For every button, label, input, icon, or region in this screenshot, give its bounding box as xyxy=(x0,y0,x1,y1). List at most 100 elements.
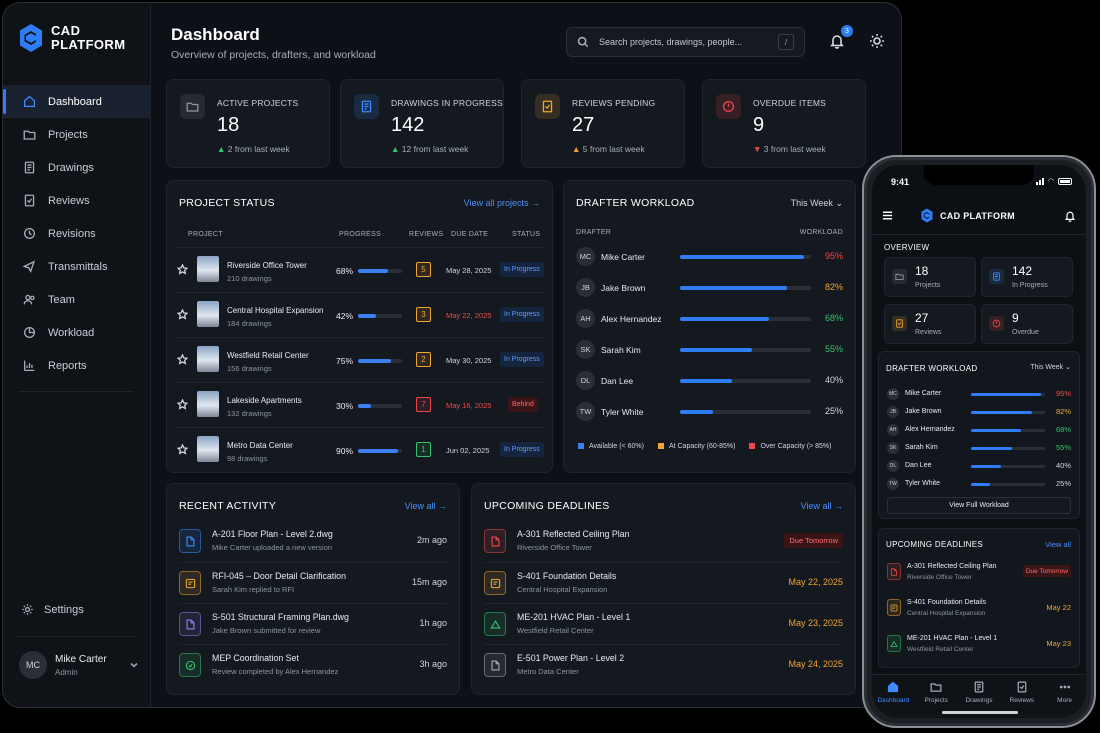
view-all-projects-link[interactable]: View all projects → xyxy=(463,198,540,208)
mobile-drafter-row[interactable]: SK Sarah Kim 55% xyxy=(887,439,1071,457)
sidebar-item-reports[interactable]: Reports xyxy=(3,349,151,382)
star-icon[interactable] xyxy=(177,399,188,410)
view-full-workload-button[interactable]: View Full Workload xyxy=(887,497,1071,514)
activity-item[interactable]: A-201 Floor Plan - Level 2.dwg Mike Cart… xyxy=(179,521,447,562)
bell-icon[interactable] xyxy=(1064,210,1076,222)
drafter-row[interactable]: TW Tyler White 25% xyxy=(576,398,843,429)
deadline-icon xyxy=(484,571,506,595)
drafter-name: Sarah Kim xyxy=(601,345,641,355)
settings-link[interactable]: Settings xyxy=(21,603,84,616)
mobile-view-all-link[interactable]: View all xyxy=(1045,540,1071,549)
activity-icon xyxy=(179,571,201,595)
mobile-drafter-row[interactable]: AH Alex Hernandez 68% xyxy=(887,421,1071,439)
search-input[interactable]: Search projects, drawings, people... / xyxy=(566,27,805,57)
drafter-avatar: AH xyxy=(887,424,899,436)
tab-reviews[interactable]: Reviews xyxy=(1000,675,1043,718)
file-icon xyxy=(491,535,499,547)
mobile-drafter-row[interactable]: TW Tyler White 25% xyxy=(887,475,1071,493)
table-row[interactable]: Central Hospital Expansion 184 drawings … xyxy=(175,292,544,337)
tab-drawings[interactable]: Drawings xyxy=(958,675,1001,718)
sidebar-item-transmittals[interactable]: Transmittals xyxy=(3,250,151,283)
check-circle-icon xyxy=(185,660,195,670)
mobile-stat-card[interactable]: 9 Overdue xyxy=(981,304,1073,344)
activity-item[interactable]: S-501 Structural Framing Plan.dwg Jake B… xyxy=(179,603,447,644)
deadline-item[interactable]: ME-201 HVAC Plan - Level 1 Westfield Ret… xyxy=(484,603,843,644)
mobile-deadline-item[interactable]: S-401 Foundation Details Central Hospita… xyxy=(887,593,1071,628)
tab-dashboard[interactable]: Dashboard xyxy=(872,675,915,718)
mobile-deadline-item[interactable]: ME-201 HVAC Plan - Level 1 Westfield Ret… xyxy=(887,629,1071,664)
deadline-item[interactable]: E-501 Power Plan - Level 2 Metro Data Ce… xyxy=(484,644,843,685)
sidebar-item-label: Reports xyxy=(48,359,87,372)
view-all-activity-link[interactable]: View all → xyxy=(404,501,447,511)
stat-card-overdue-items[interactable]: OVERDUE ITEMS 9 ▼ 3 from last week xyxy=(702,79,866,168)
deadline-icon xyxy=(887,563,901,580)
table-row[interactable]: Westfield Retail Center 156 drawings 75%… xyxy=(175,337,544,382)
due-badge: Due Tomorrow xyxy=(1022,565,1071,577)
mobile-drafter-row[interactable]: JB Jake Brown 82% xyxy=(887,403,1071,421)
workload-bar xyxy=(971,393,1045,396)
sidebar-item-workload[interactable]: Workload xyxy=(3,316,151,349)
drafter-row[interactable]: DL Dan Lee 40% xyxy=(576,367,843,398)
mobile-drafter-row[interactable]: MC Mike Carter 95% xyxy=(887,385,1071,403)
trend-arrow-icon: ▲ xyxy=(217,144,226,154)
tab-more[interactable]: More xyxy=(1043,675,1086,718)
sidebar-item-team[interactable]: Team xyxy=(3,283,151,316)
view-all-deadlines-link[interactable]: View all → xyxy=(800,501,843,511)
progress-percent: 42% xyxy=(336,311,354,321)
workload-bar xyxy=(971,411,1045,414)
star-icon[interactable] xyxy=(177,309,188,320)
progress-bar-fill xyxy=(358,269,388,273)
cube-logo-icon xyxy=(20,24,42,52)
workload-period-select[interactable]: This Week ⌄ xyxy=(790,198,843,208)
star-icon[interactable] xyxy=(177,264,188,275)
mobile-deadline-item[interactable]: A-301 Reflected Ceiling Plan Riverside O… xyxy=(887,557,1071,592)
stat-card-active-projects[interactable]: ACTIVE PROJECTS 18 ▲ 2 from last week xyxy=(166,79,330,168)
star-icon[interactable] xyxy=(177,354,188,365)
drafter-name: Jake Brown xyxy=(905,408,942,415)
star-icon[interactable] xyxy=(177,444,188,455)
mobile-stat-card[interactable]: 142 In Progress xyxy=(981,257,1073,297)
tab-projects[interactable]: Projects xyxy=(915,675,958,718)
stat-card-drawings-in-progress[interactable]: DRAWINGS IN PROGRESS 142 ▲ 12 from last … xyxy=(340,79,504,168)
drafter-row[interactable]: JB Jake Brown 82% xyxy=(576,274,843,305)
brand-logo[interactable]: CAD PLATFORM xyxy=(19,23,125,53)
sidebar-item-reviews[interactable]: Reviews xyxy=(3,184,151,217)
sidebar-item-revisions[interactable]: Revisions xyxy=(3,217,151,250)
workload-bar xyxy=(680,255,811,259)
activity-item[interactable]: RFI-045 – Door Detail Clarification Sara… xyxy=(179,562,447,603)
mobile-workload-period[interactable]: This Week ⌄ xyxy=(1030,364,1071,371)
reports-icon xyxy=(23,360,35,372)
mobile-stat-card[interactable]: 27 Reviews xyxy=(884,304,976,344)
drawings-icon xyxy=(993,272,1000,281)
deadline-title: S-401 Foundation Details xyxy=(907,599,986,606)
team-icon xyxy=(23,294,35,305)
mobile-drafter-row[interactable]: DL Dan Lee 40% xyxy=(887,457,1071,475)
notifications-button[interactable]: 3 xyxy=(829,25,853,49)
theme-toggle[interactable] xyxy=(869,33,885,54)
mobile-stat-card[interactable]: 18 Projects xyxy=(884,257,976,297)
sidebar-item-drawings[interactable]: Drawings xyxy=(3,151,151,184)
table-row[interactable]: Metro Data Center 98 drawings 90% 1 Jun … xyxy=(175,427,544,472)
deadline-item[interactable]: S-401 Foundation Details Central Hospita… xyxy=(484,562,843,603)
table-row[interactable]: Riverside Office Tower 210 drawings 68% … xyxy=(175,247,544,292)
drafter-row[interactable]: AH Alex Hernandez 68% xyxy=(576,305,843,336)
user-menu[interactable]: MC Mike Carter Admin xyxy=(19,651,139,679)
table-row[interactable]: Lakeside Apartments 132 drawings 30% 7 M… xyxy=(175,382,544,427)
deadline-item[interactable]: A-301 Reflected Ceiling Plan Riverside O… xyxy=(484,521,843,562)
stat-card-reviews-pending[interactable]: REVIEWS PENDING 27 ▲ 5 from last week xyxy=(521,79,685,168)
reviews-count: 3 xyxy=(416,307,431,322)
hamburger-menu-icon[interactable] xyxy=(882,210,893,221)
drafter-workload-card: DRAFTER WORKLOAD This Week ⌄ DRAFTER WOR… xyxy=(563,180,856,473)
drafter-row[interactable]: MC Mike Carter 95% xyxy=(576,243,843,274)
project-drawings-count: 98 drawings xyxy=(227,454,268,463)
activity-item[interactable]: MEP Coordination Set Review completed by… xyxy=(179,644,447,685)
drafter-row[interactable]: SK Sarah Kim 55% xyxy=(576,336,843,367)
sidebar-item-label: Projects xyxy=(48,128,88,141)
workload-percent: 82% xyxy=(1055,407,1071,416)
deadline-project: Riverside Office Tower xyxy=(907,574,972,581)
drafter-avatar: AH xyxy=(576,309,595,328)
sidebar-item-projects[interactable]: Projects xyxy=(3,118,151,151)
sidebar-item-dashboard[interactable]: Dashboard xyxy=(3,85,151,118)
activity-title: RFI-045 – Door Detail Clarification xyxy=(212,571,346,581)
progress-bar xyxy=(358,314,402,318)
